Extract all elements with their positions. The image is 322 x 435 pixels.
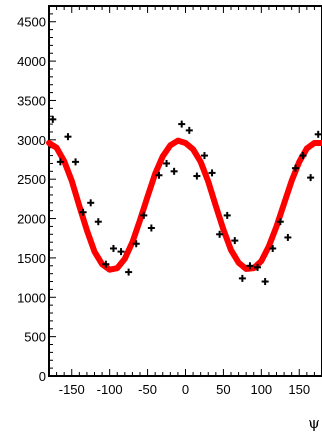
data-point-marker xyxy=(193,172,201,180)
data-point-marker xyxy=(94,218,102,226)
data-point-marker xyxy=(231,237,239,245)
data-point-marker xyxy=(178,120,186,128)
data-point-marker xyxy=(223,211,231,219)
y-tick-label: 3500 xyxy=(17,93,46,108)
data-point-marker xyxy=(56,158,64,166)
data-point-marker xyxy=(307,174,315,182)
x-tick-label: 50 xyxy=(216,382,230,397)
y-tick-label: 2000 xyxy=(17,212,46,227)
data-point-marker xyxy=(208,169,216,177)
data-point-marker xyxy=(140,211,148,219)
data-point-marker xyxy=(147,224,155,232)
x-tick-label: -100 xyxy=(97,382,123,397)
data-point-marker xyxy=(64,133,72,141)
x-tick-label: -50 xyxy=(138,382,157,397)
data-point-marker xyxy=(299,152,307,160)
data-point-marker xyxy=(79,208,87,216)
data-point-marker xyxy=(155,171,163,179)
data-point-marker xyxy=(72,158,80,166)
y-tick-label: 2500 xyxy=(17,172,46,187)
data-point-marker xyxy=(163,159,171,167)
data-point-marker xyxy=(102,260,110,268)
x-tick-label: 100 xyxy=(250,382,272,397)
data-point-marker xyxy=(185,126,193,134)
data-point-marker xyxy=(49,115,57,123)
y-tick-label: 1500 xyxy=(17,251,46,266)
y-tick-label: 3000 xyxy=(17,133,46,148)
x-axis-label: ψ xyxy=(308,414,320,432)
y-tick-label: 1000 xyxy=(17,290,46,305)
data-point-marker xyxy=(132,240,140,248)
y-tick-label: 4500 xyxy=(17,15,46,30)
data-point-marker xyxy=(314,130,322,138)
y-tick-label: 0 xyxy=(39,369,46,384)
data-point-marker xyxy=(170,167,178,175)
data-point-marker xyxy=(254,263,262,271)
data-point-marker xyxy=(284,233,292,241)
data-point-marker xyxy=(200,152,208,160)
data-point-marker xyxy=(269,244,277,252)
data-point-marker xyxy=(117,248,125,256)
x-tick-label: 150 xyxy=(288,382,310,397)
data-point-marker xyxy=(238,274,246,282)
data-point-marker xyxy=(125,268,133,276)
x-tick-label: -150 xyxy=(59,382,85,397)
data-point-marker xyxy=(87,199,95,207)
plot-area xyxy=(48,5,322,377)
fit-curve-line xyxy=(46,137,322,273)
data-point-marker xyxy=(261,278,269,286)
y-tick-label: 4000 xyxy=(17,54,46,69)
data-point-marker xyxy=(291,164,299,172)
y-tick-label: 500 xyxy=(24,330,46,345)
data-point-marker xyxy=(246,262,254,270)
x-tick-label: 0 xyxy=(182,382,189,397)
data-point-marker xyxy=(109,244,117,252)
data-point-marker xyxy=(276,218,284,226)
data-point-marker xyxy=(216,230,224,238)
